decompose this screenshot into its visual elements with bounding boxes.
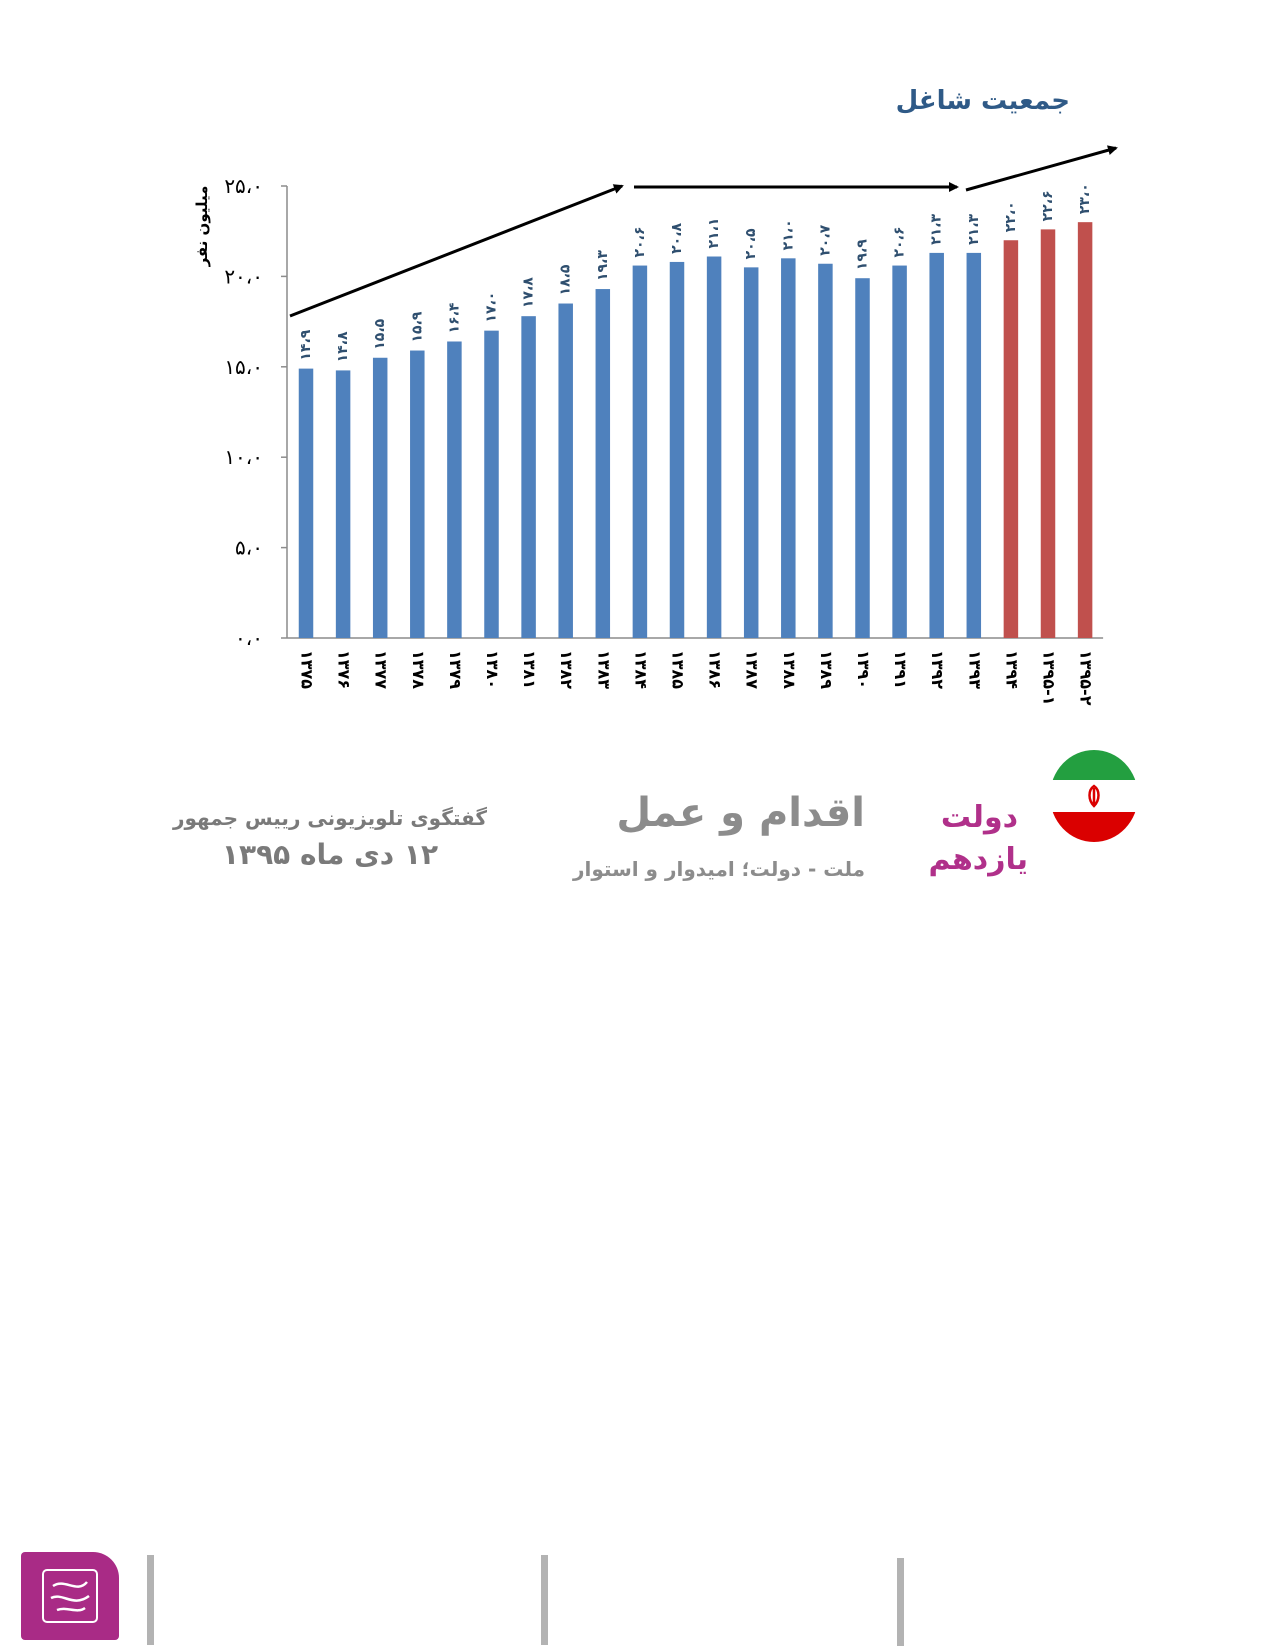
value-label: ۲۱،۰ [780,219,796,250]
value-label: ۲۲،۰ [1003,201,1019,232]
bar-15 [855,278,870,638]
x-tick-label: ۱۳۹۵-۲ [1077,650,1096,706]
bar-18 [966,252,982,638]
value-label: ۱۶،۴ [446,302,462,333]
value-label: ۱۴،۹ [298,329,314,360]
trend-arrow-rising [289,184,624,318]
value-label: ۲۲،۶ [1040,190,1056,221]
speech-title: گفتگوی تلویزیونی رییس جمهور [172,806,488,830]
bar-5 [484,330,499,638]
bar-4 [447,341,462,638]
x-tick-label: ۱۳۷۷ [372,650,391,689]
x-tick-label: ۱۳۹۳ [965,650,984,689]
value-label: ۱۷،۸ [521,277,537,308]
x-tick-labels: ۱۳۷۵ ۱۳۷۶ ۱۳۷۷ ۱۳۷۸ ۱۳۷۹ ۱۳۸۰ ۱۳۸۱ ۱۳۸۲ ۱۳۸۳ ۱۳۸۴… [298,650,1096,706]
y-tick-label: ۱۵،۰ [224,355,263,379]
value-label: ۲۰،۸ [669,223,685,254]
x-tick-label: ۱۳۸۸ [780,650,799,689]
value-label: ۲۰،۷ [817,224,833,255]
bar-3 [410,350,425,638]
value-label: ۱۹،۳ [595,250,611,281]
calligraphy-emblem-icon [42,1569,98,1623]
x-tick-label: ۱۳۷۵ [298,650,317,689]
x-tick-label: ۱۳۹۲ [928,650,947,689]
value-label: ۲۰،۶ [632,227,648,258]
x-tick-label: ۱۳۸۶ [706,650,725,689]
trend-arrows [289,145,1118,318]
chart-title: جمعیت شاغل [895,86,1070,116]
employed-population-chart: ۱۴،۹ ۱۴،۸ ۱۵،۵ ۱۵،۹ ۱۶،۴ ۱۷،۰ ۱۷،۸ ۱۸،۵ ۱۹،۳ ۲۰،۶… [193,145,1118,706]
trend-arrow-rising-again [965,145,1118,192]
y-tick-label: ۲۰،۰ [224,264,263,288]
bar-0 [298,368,314,638]
speech-date: ۱۲ دی ماه ۱۳۹۵ [221,838,439,871]
y-tick-label: ۱۰،۰ [224,445,263,469]
bar-21 [1077,222,1093,638]
value-label: ۱۸،۵ [558,264,574,295]
slogan-main: اقدام و عمل [616,790,865,836]
bars [298,222,1093,639]
separator [897,1558,904,1646]
slogan-sub: ملت - دولت؛ امیدوار و استوار [573,857,865,881]
bar-10 [669,261,685,638]
x-tick-label: ۱۳۸۱ [520,650,539,689]
value-label: ۱۴،۸ [335,331,351,362]
value-label: ۲۱،۳ [966,213,982,244]
government-logo [21,1552,119,1640]
x-tick-label: ۱۳۸۵ [669,650,688,689]
y-tick-labels: ۰،۰ ۵،۰ ۱۰،۰ ۱۵،۰ ۲۰،۰ ۲۵،۰ [224,174,263,650]
value-label: ۲۱،۳ [929,213,945,244]
x-tick-label: ۱۳۸۲ [557,650,576,689]
x-tick-label: ۱۳۷۸ [409,650,428,689]
value-label: ۱۷،۰ [484,292,500,323]
bar-19 [1003,240,1019,639]
x-tick-label: ۱۳۹۴ [1002,650,1021,689]
value-label: ۱۵،۵ [372,318,388,349]
bar-12 [743,267,759,638]
value-label: ۲۱،۱ [706,218,722,249]
bar-20 [1040,229,1056,638]
bar-16 [892,265,907,638]
x-tick-label: ۱۳۸۰ [483,650,502,689]
bar-9 [632,265,648,638]
x-tick-label: ۱۳۸۷ [743,650,762,689]
x-tick-label: ۱۳۹۰ [854,650,873,689]
y-tick-label: ۵،۰ [235,536,263,560]
value-label: ۲۳،۰ [1077,183,1093,214]
data-labels: ۱۴،۹ ۱۴،۸ ۱۵،۵ ۱۵،۹ ۱۶،۴ ۱۷،۰ ۱۷،۸ ۱۸،۵ ۱۹،۳ ۲۰،۶… [298,183,1093,362]
bar-11 [706,256,722,638]
separator [541,1555,548,1645]
bar-17 [929,252,944,638]
bar-2 [372,357,388,638]
x-tick-label: ۱۳۸۳ [594,650,613,689]
government-name-line2: یازدهم [928,842,1028,877]
bar-14 [818,263,833,638]
x-tick-label: ۱۳۸۹ [817,650,836,689]
y-tick-label: ۰،۰ [235,626,263,650]
x-tick-label: ۱۳۹۵-۱ [1040,650,1059,705]
value-label: ۲۰،۵ [743,228,759,259]
separator [147,1555,154,1645]
bar-13 [781,258,796,638]
bar-6 [521,316,536,638]
bar-8 [595,289,611,638]
x-tick-label: ۱۳۷۶ [335,650,354,689]
government-name-line1: دولت [940,800,1018,835]
iran-flag-icon [1050,750,1138,842]
value-label: ۱۵،۹ [409,311,425,342]
x-tick-label: ۱۳۸۴ [631,650,650,689]
x-tick-label: ۱۳۹۱ [891,650,910,689]
y-axis-label: میلیون نفر [193,186,211,268]
value-label: ۲۰،۶ [892,227,908,258]
y-tick-label: ۲۵،۰ [224,174,263,198]
value-label: ۱۹،۹ [855,239,871,270]
bar-7 [558,303,573,638]
bar-1 [335,370,351,638]
x-tick-label: ۱۳۷۹ [446,650,465,689]
